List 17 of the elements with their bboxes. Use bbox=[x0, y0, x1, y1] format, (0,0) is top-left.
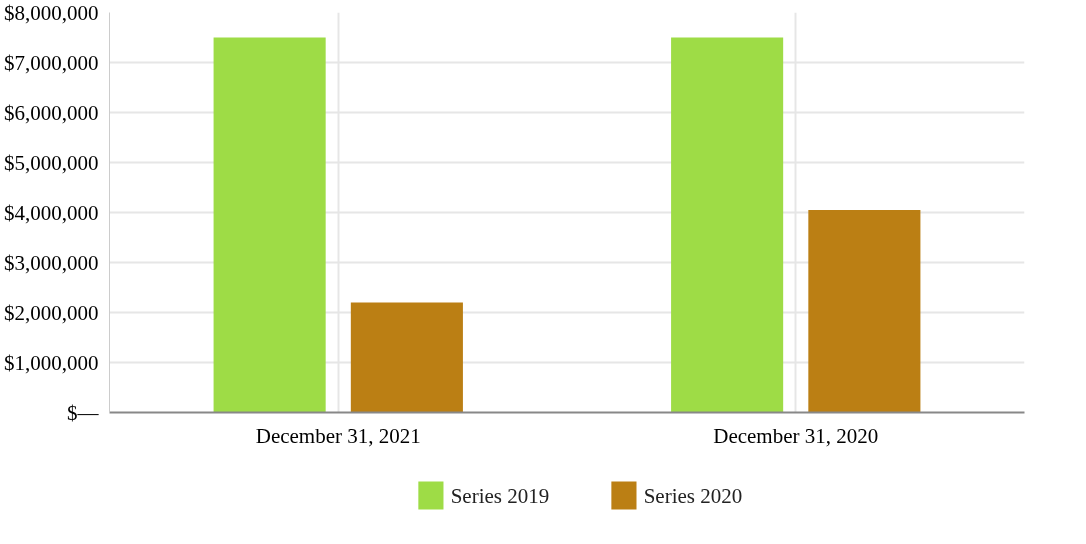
y-tick-label: $— bbox=[67, 400, 100, 425]
legend-label: Series 2020 bbox=[643, 483, 743, 508]
x-tick-label: December 31, 2020 bbox=[713, 423, 879, 448]
bar bbox=[213, 37, 326, 413]
y-tick-label: $1,000,000 bbox=[4, 350, 99, 375]
y-tick-label: $5,000,000 bbox=[4, 150, 99, 175]
y-tick-label: $8,000,000 bbox=[4, 0, 99, 25]
y-tick-label: $6,000,000 bbox=[4, 100, 99, 125]
y-tick-label: $3,000,000 bbox=[4, 250, 99, 275]
y-tick-label: $2,000,000 bbox=[4, 300, 99, 325]
x-tick-label: December 31, 2021 bbox=[255, 423, 421, 448]
bar bbox=[808, 210, 921, 413]
y-tick-label: $4,000,000 bbox=[4, 200, 99, 225]
bar bbox=[350, 302, 463, 413]
bar bbox=[671, 37, 784, 413]
y-tick-label: $7,000,000 bbox=[4, 50, 99, 75]
legend-label: Series 2019 bbox=[450, 483, 550, 508]
